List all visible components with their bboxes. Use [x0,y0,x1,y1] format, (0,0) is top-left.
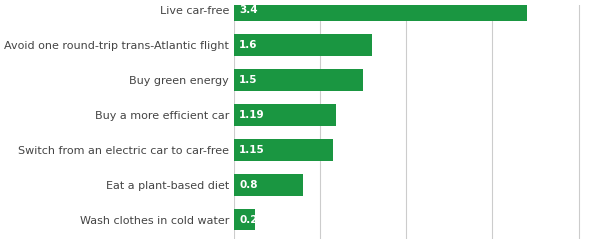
Text: 0.247: 0.247 [239,215,272,225]
Bar [234,104,337,126]
Bar [234,0,527,21]
Bar [234,69,363,91]
Text: 1.6: 1.6 [239,40,257,50]
Bar [234,174,303,196]
Bar [234,34,372,56]
Text: 0.8: 0.8 [239,180,257,190]
Bar [234,209,255,230]
Text: 1.5: 1.5 [239,75,257,85]
Text: 1.15: 1.15 [239,145,265,155]
Text: 1.19: 1.19 [239,110,265,120]
Text: 3.4: 3.4 [239,5,257,15]
Bar [234,139,333,161]
